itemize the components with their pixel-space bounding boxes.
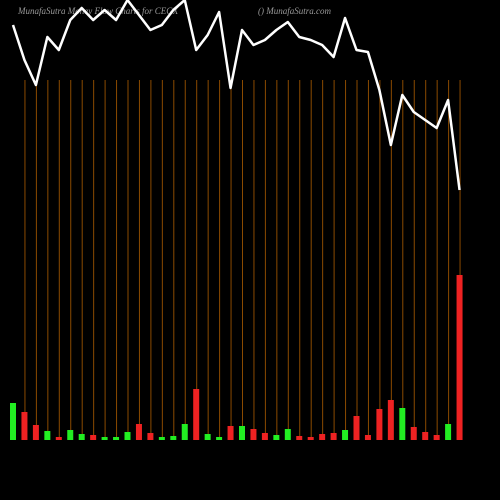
bar (181, 424, 188, 440)
bar (101, 437, 108, 440)
bar (216, 437, 223, 440)
bar (227, 426, 234, 440)
bar (364, 435, 371, 440)
bar (204, 434, 211, 440)
bar (21, 412, 28, 440)
bar (422, 432, 429, 440)
bar (158, 437, 165, 440)
chart-title: MunafaSutra Money Flow Charts for CEGX (17, 6, 179, 16)
bar (433, 435, 440, 440)
bar (445, 424, 452, 440)
bar (319, 434, 326, 440)
bar (239, 426, 245, 440)
bar (32, 425, 39, 440)
money-flow-line (11, 0, 461, 191)
bar (296, 436, 303, 440)
bar (410, 427, 417, 440)
bar (124, 432, 131, 440)
bar (387, 400, 394, 440)
bar (44, 431, 51, 440)
bar (170, 436, 177, 440)
bar (273, 435, 280, 440)
bar (193, 389, 200, 440)
bar (55, 437, 62, 440)
bar (147, 433, 154, 440)
bar (353, 416, 360, 440)
bar (330, 433, 337, 440)
bar (261, 433, 268, 440)
bar (90, 435, 97, 440)
bar (78, 434, 85, 440)
bar (307, 437, 314, 440)
bar (399, 408, 406, 440)
bar (135, 424, 142, 440)
bar (284, 429, 291, 440)
bar (342, 430, 349, 440)
bar (250, 429, 257, 440)
bar (113, 437, 120, 440)
bar (376, 409, 383, 440)
bar (10, 403, 16, 440)
bar (67, 430, 74, 440)
bar (456, 275, 463, 440)
bars (10, 275, 463, 440)
chart-subtitle: () MunafaSutra.com (258, 6, 331, 16)
